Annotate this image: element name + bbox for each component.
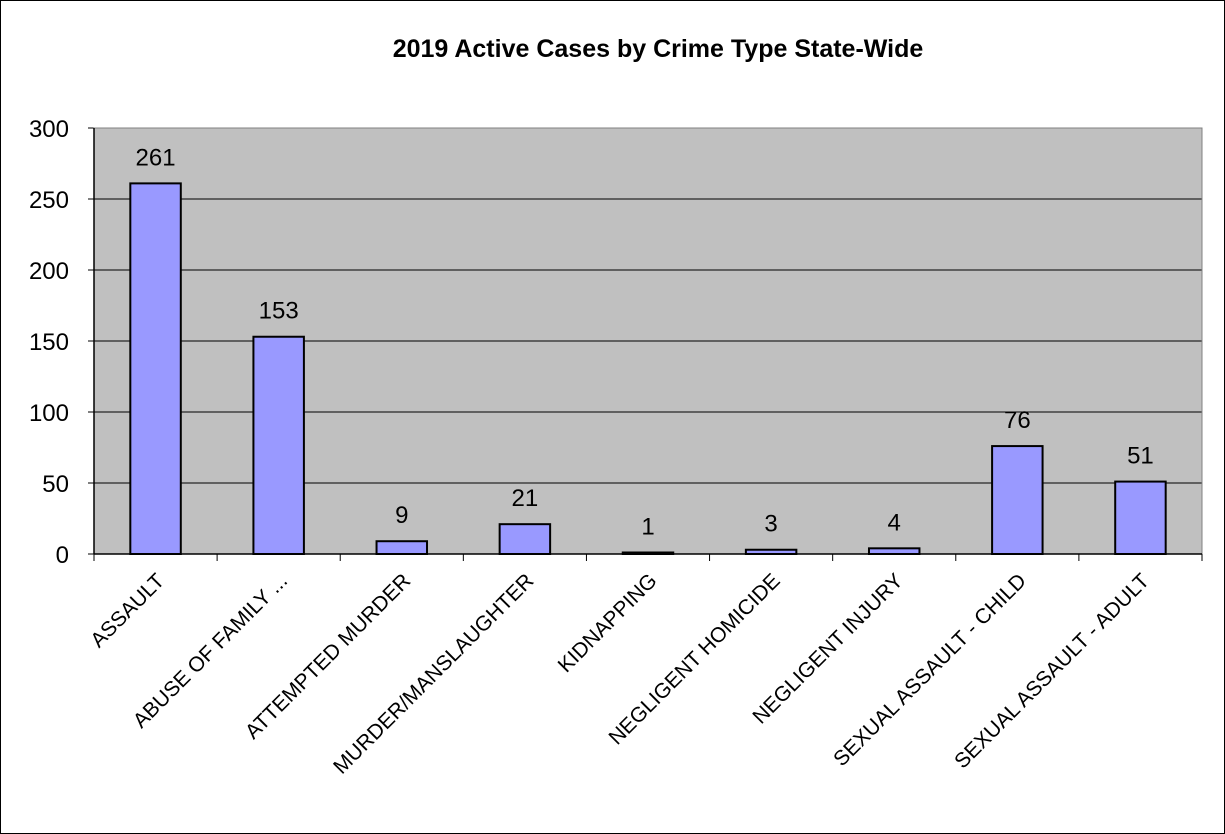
plot-area: 0 50 100 150 200 250 300 261 153 9 21 1 3 4 76 51 ASSAUL… bbox=[29, 116, 1203, 779]
bar bbox=[991, 445, 1044, 555]
data-label: 3 bbox=[764, 511, 777, 538]
y-tick-label: 150 bbox=[29, 329, 69, 356]
x-category-label: MURDER/MANSLAUGHTER bbox=[329, 569, 538, 778]
bar bbox=[1114, 480, 1167, 555]
y-tick-label: 0 bbox=[56, 542, 69, 569]
bar bbox=[867, 547, 921, 556]
data-label: 1 bbox=[641, 514, 654, 541]
data-label: 153 bbox=[259, 298, 299, 325]
x-category-label: SEXUAL ASSAULT - ADULT bbox=[950, 569, 1154, 773]
x-category-label: KIDNAPPING bbox=[554, 569, 662, 677]
y-tick-label: 200 bbox=[29, 258, 69, 285]
data-label: 76 bbox=[1004, 407, 1031, 434]
bar bbox=[498, 523, 552, 555]
y-tick-label: 300 bbox=[29, 116, 69, 143]
data-label: 261 bbox=[136, 144, 176, 171]
bar bbox=[252, 335, 305, 555]
bar bbox=[375, 540, 429, 555]
y-tick-label: 250 bbox=[29, 187, 69, 214]
y-tick-label: 50 bbox=[42, 471, 69, 498]
y-tick-label: 100 bbox=[29, 400, 69, 427]
chart-title: 2019 Active Cases by Crime Type State-Wi… bbox=[393, 35, 924, 63]
x-category-label: ASSAULT bbox=[86, 569, 169, 652]
x-category-label: SEXUAL ASSAULT - CHILD bbox=[829, 569, 1031, 771]
bar bbox=[129, 182, 182, 555]
data-label: 4 bbox=[888, 509, 901, 536]
data-label: 21 bbox=[512, 485, 539, 512]
bar bbox=[744, 548, 798, 555]
data-label: 51 bbox=[1127, 443, 1154, 470]
bar bbox=[621, 551, 675, 555]
data-label: 9 bbox=[395, 502, 408, 529]
